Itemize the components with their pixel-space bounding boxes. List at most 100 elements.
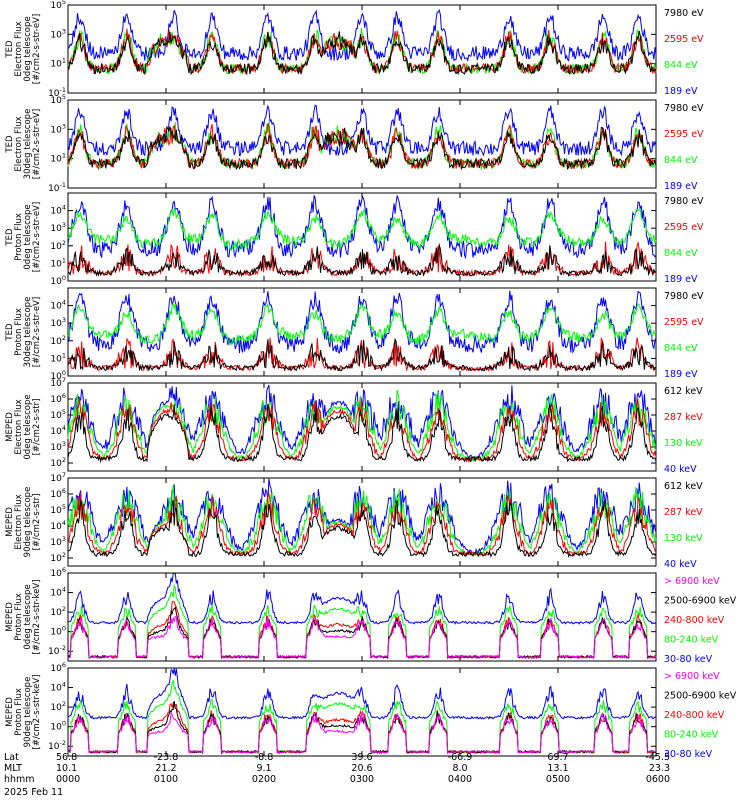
legend-entry: 7980 eV (664, 8, 704, 19)
panel-4: 100 101 102 103 104 TED Proton Flux 30deg teles… (5, 287, 704, 382)
y-axis-label-line: TED (5, 323, 15, 342)
x-tick-label-mlt: 10.1 (56, 763, 77, 774)
y-tick-label: 10-2 (48, 739, 66, 752)
legend-entry: 40 keV (664, 559, 697, 570)
y-tick-label: 100 (50, 720, 66, 733)
y-axis-label-line: Proton Flux (14, 213, 24, 261)
y-tick-label: 101 (50, 57, 66, 70)
series-844-ev-line (67, 207, 657, 251)
legend-entry: 7980 eV (664, 196, 704, 207)
legend-entry: 844 eV (664, 343, 698, 354)
y-tick-label: 107 (50, 471, 66, 484)
x-row-label: Lat (4, 752, 19, 763)
y-tick-label: 103 (50, 316, 66, 329)
panel-8: 10-2 100 102 104 106 MEPED Proton Flux 90deg te… (5, 661, 737, 760)
y-axis-label-line: [#/cm2-s-str-eV] (32, 14, 42, 84)
y-tick-label: 103 (50, 221, 66, 234)
series-7980-ev-line (67, 337, 657, 372)
legend-entry: 80-240 keV (664, 730, 719, 741)
y-axis-label-line: TED (5, 135, 15, 154)
y-axis-label-line: Electron Flux (14, 494, 24, 549)
panel-1: 10-1 101 103 105 TED Electron Flux 0deg telesc… (5, 0, 704, 99)
legend-entry: > 6900 keV (664, 671, 720, 682)
y-tick-label: 102 (50, 334, 66, 347)
y-tick-label: 102 (50, 456, 66, 469)
panel-5: 102 103 104 105 106 107 MEPED Electron Flux 0deg… (5, 376, 703, 475)
y-tick-label: 103 (50, 122, 66, 135)
series-130-kev-line (67, 485, 657, 557)
y-tick-label: 103 (50, 535, 66, 548)
panel-2: 10-1 101 103 105 TED Electron Flux 30deg teles… (5, 93, 704, 194)
y-tick-label: 105 (50, 0, 66, 11)
x-tick-label-hhmm: 0600 (646, 774, 670, 785)
y-axis-label-line: 0deg telescope (23, 394, 33, 459)
y-tick-label: 103 (50, 440, 66, 453)
y-tick-label: 106 (50, 566, 66, 579)
x-tick-label-hhmm: 0100 (154, 774, 178, 785)
y-tick-label: 105 (50, 93, 66, 106)
x-tick-label-lat: -66.9 (448, 752, 473, 763)
x-tick-label-mlt: 13.1 (547, 763, 568, 774)
x-tick-label-hhmm: 0300 (350, 774, 374, 785)
y-axis-label-line: [#/cm2-s-str] (32, 399, 42, 456)
x-tick-label-lat: 56.8 (56, 752, 77, 763)
x-tick-label-hhmm: 0500 (546, 774, 570, 785)
y-axis-label-line: 30deg telescope (23, 297, 33, 368)
y-tick-label: 102 (50, 239, 66, 252)
legend-entry: 130 keV (664, 438, 703, 449)
series-7980-ev-line (67, 125, 657, 171)
series-30-80-kev-line (67, 573, 657, 625)
legend-entry: 30-80 keV (664, 749, 713, 760)
legend-entry: 80-240 keV (664, 635, 719, 646)
y-tick-label: 101 (50, 152, 66, 165)
panel-7: 10-2 100 102 104 106 MEPED Proton Flux 0deg tel… (5, 566, 737, 665)
series-287-kev-line (67, 398, 657, 463)
y-tick-label: 106 (50, 487, 66, 500)
y-axis-label-line: 0deg telescope (23, 584, 33, 649)
y-axis-label-line: TED (5, 40, 15, 59)
series-189-ev-line (67, 8, 657, 63)
x-tick-label-lat: -23.8 (154, 752, 179, 763)
y-tick-label: 10-1 (48, 86, 66, 99)
y-axis-label-line: Electron Flux (14, 399, 24, 454)
series-612-kev-line (67, 499, 657, 558)
legend-entry: 612 keV (664, 386, 703, 397)
y-axis-label-line: [#/cm2-s-str-keV] (32, 675, 42, 750)
y-tick-label: 101 (50, 256, 66, 269)
legend-entry: 189 eV (664, 181, 698, 192)
y-tick-label: 106 (50, 392, 66, 405)
y-axis-label-line: Proton Flux (14, 688, 24, 736)
y-axis-label-line: Proton Flux (14, 308, 24, 356)
x-tick-label-mlt: 21.2 (155, 763, 176, 774)
date-label: 2025 Feb 11 (4, 787, 63, 798)
series-7980-ev-line (67, 244, 657, 278)
y-tick-label: 104 (50, 586, 66, 599)
x-tick-label-mlt: 8.0 (452, 763, 467, 774)
y-tick-label: 104 (50, 519, 66, 532)
series--6900-kev-line (68, 615, 657, 660)
y-axis-label-line: 30deg telescope (23, 109, 33, 180)
y-tick-label: 104 (50, 681, 66, 694)
legend-entry: 844 eV (664, 155, 698, 166)
legend-entry: 2595 eV (664, 34, 704, 45)
x-tick-label-lat: -8.8 (255, 752, 274, 763)
y-tick-label: 103 (50, 27, 66, 40)
y-axis-label-line: 90deg telescope (23, 677, 33, 748)
y-tick-label: 102 (50, 700, 66, 713)
y-axis-label-line: [#/cm2-s-str] (32, 494, 42, 551)
legend-entry: 130 keV (664, 533, 703, 544)
x-tick-label-lat: 69.7 (547, 752, 568, 763)
legend-entry: 844 eV (664, 60, 698, 71)
legend-entry: 189 eV (664, 369, 698, 380)
legend-entry: 30-80 keV (664, 654, 713, 665)
y-axis-label-line: MEPED (5, 507, 15, 537)
legend-entry: 40 keV (664, 464, 697, 475)
y-axis-label-line: Electron Flux (14, 21, 24, 76)
x-tick-label-mlt: 9.1 (256, 763, 271, 774)
y-tick-label: 104 (50, 299, 66, 312)
y-tick-label: 100 (50, 274, 66, 287)
y-axis-label-line: Electron Flux (14, 116, 24, 171)
legend-entry: 2595 eV (664, 317, 704, 328)
